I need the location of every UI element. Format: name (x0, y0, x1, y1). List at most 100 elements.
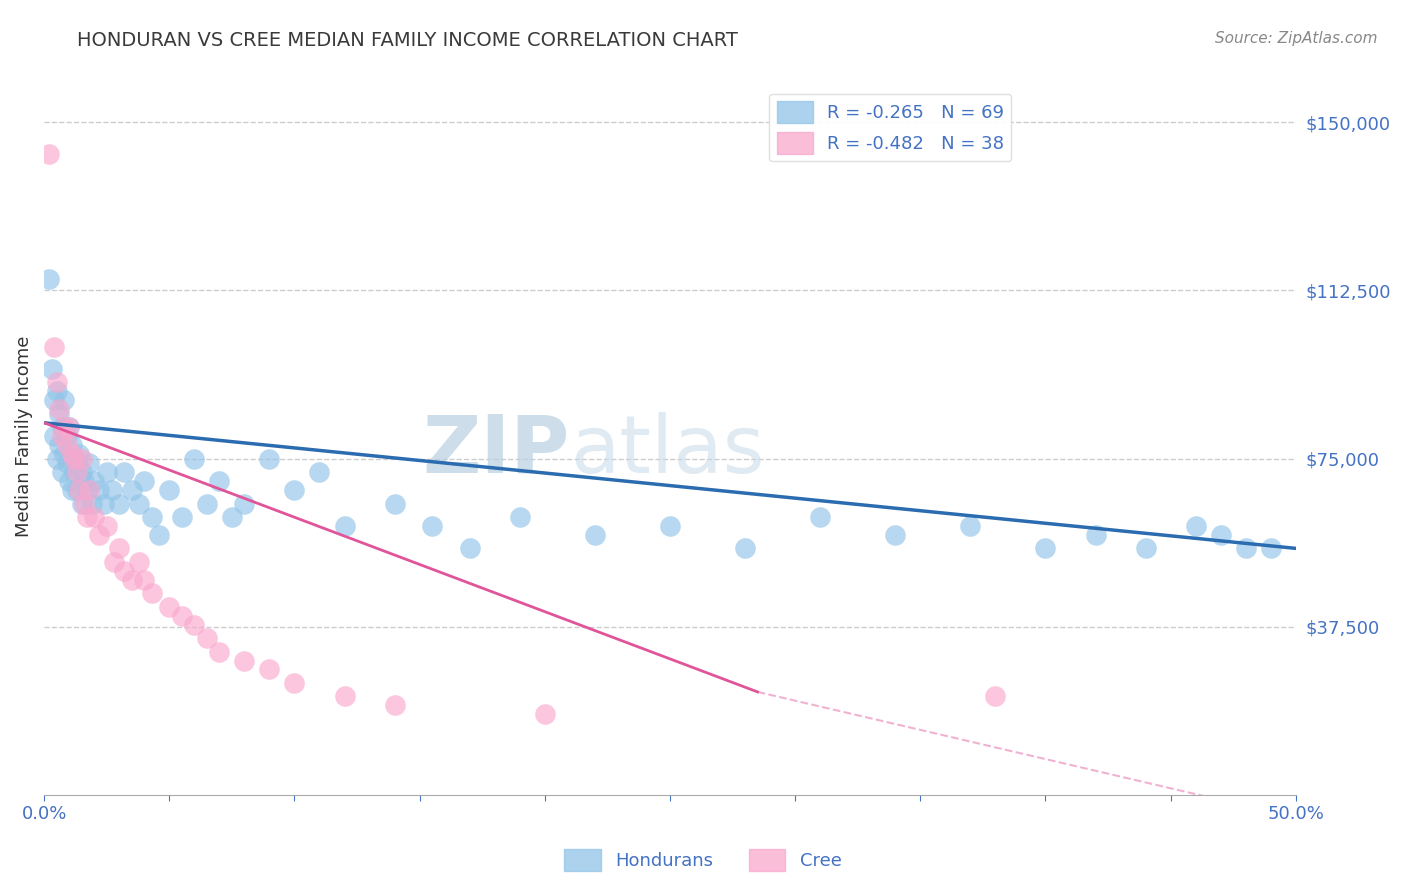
Point (42, 340, 65, 354)
Point (183, 617, 205, 632)
Point (420, 519, 443, 533)
Point (884, 528, 907, 542)
Point (121, 483, 143, 497)
Point (1035, 541, 1057, 556)
Point (77, 456, 100, 470)
Point (55, 429, 77, 443)
Point (458, 541, 481, 556)
Point (128, 555, 150, 569)
Point (959, 519, 981, 533)
Point (60, 438, 83, 452)
Point (333, 690, 356, 704)
Text: atlas: atlas (569, 411, 765, 490)
Point (70, 496, 93, 510)
Point (83, 510, 105, 524)
Legend: R = -0.265   N = 69, R = -0.482   N = 38: R = -0.265 N = 69, R = -0.482 N = 38 (769, 94, 1011, 161)
Point (60, 447, 83, 461)
Point (89, 483, 111, 497)
Y-axis label: Median Family Income: Median Family Income (15, 335, 32, 537)
Point (60, 483, 83, 497)
Point (55, 456, 77, 470)
Point (208, 644, 231, 658)
Point (100, 483, 122, 497)
Legend: Hondurans, Cree: Hondurans, Cree (557, 842, 849, 879)
Point (333, 519, 356, 533)
Point (141, 510, 163, 524)
Point (233, 496, 256, 510)
Point (42, 429, 65, 443)
Point (38, 146, 60, 161)
Point (63, 451, 86, 466)
Point (96, 465, 118, 479)
Point (1135, 541, 1157, 556)
Point (128, 496, 150, 510)
Point (195, 496, 218, 510)
Point (134, 573, 156, 587)
Point (53, 420, 76, 434)
Point (93, 496, 115, 510)
Point (42, 393, 65, 408)
Point (259, 663, 281, 677)
Point (384, 496, 406, 510)
Point (55, 438, 77, 452)
Point (984, 690, 1007, 704)
Point (45, 451, 67, 466)
Point (157, 599, 180, 614)
Point (170, 608, 193, 623)
Point (170, 510, 193, 524)
Point (233, 653, 256, 667)
Point (76, 483, 98, 497)
Point (96, 519, 118, 533)
Point (77, 483, 100, 497)
Point (533, 707, 555, 722)
Point (1184, 519, 1206, 533)
Text: HONDURAN VS CREE MEDIAN FAMILY INCOME CORRELATION CHART: HONDURAN VS CREE MEDIAN FAMILY INCOME CO… (77, 31, 738, 50)
Point (63, 465, 86, 479)
Point (1084, 528, 1107, 542)
Point (66, 456, 89, 470)
Point (259, 451, 281, 466)
Point (70, 451, 93, 466)
Point (108, 541, 131, 556)
Point (121, 573, 143, 587)
Point (48, 402, 70, 417)
Point (58, 420, 80, 434)
Point (108, 496, 131, 510)
Point (157, 483, 180, 497)
Point (67, 447, 90, 461)
Point (112, 465, 135, 479)
Point (76, 510, 98, 524)
Point (53, 447, 76, 461)
Point (283, 483, 305, 497)
Point (67, 483, 90, 497)
Point (308, 465, 330, 479)
Point (134, 474, 156, 488)
Point (734, 541, 756, 556)
Point (58, 474, 80, 488)
Point (51, 465, 73, 479)
Point (148, 528, 170, 542)
Point (66, 465, 89, 479)
Point (384, 698, 406, 713)
Point (583, 528, 606, 542)
Point (1260, 541, 1282, 556)
Point (83, 474, 105, 488)
Point (73, 496, 96, 510)
Point (141, 586, 163, 600)
Point (58, 420, 80, 434)
Point (66, 483, 89, 497)
Text: Source: ZipAtlas.com: Source: ZipAtlas.com (1215, 31, 1378, 46)
Point (89, 528, 111, 542)
Point (80, 496, 103, 510)
Point (808, 510, 831, 524)
Point (208, 474, 231, 488)
Point (45, 376, 67, 390)
Point (63, 451, 86, 466)
Point (112, 564, 135, 578)
Point (283, 676, 305, 690)
Point (53, 393, 76, 408)
Point (51, 420, 73, 434)
Point (195, 631, 218, 645)
Point (45, 384, 67, 399)
Point (73, 474, 96, 488)
